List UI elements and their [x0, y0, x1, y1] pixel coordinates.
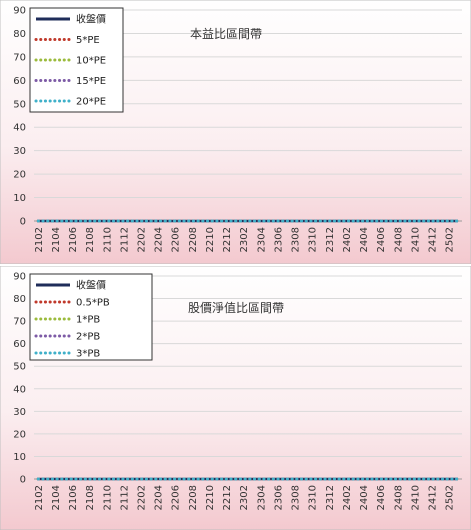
- x-tick-label: 2410: [410, 227, 421, 252]
- x-tick-label: 2106: [68, 485, 79, 510]
- x-tick-label: 2302: [239, 227, 250, 252]
- legend-label: 0.5*PB: [76, 298, 110, 309]
- x-tick-label: 2204: [154, 227, 165, 252]
- x-tick-label: 2404: [359, 227, 370, 252]
- x-tick-label: 2410: [410, 485, 421, 510]
- x-tick-label: 2412: [428, 227, 439, 252]
- x-tick-label: 2304: [256, 227, 267, 252]
- y-tick-label: 90: [13, 6, 26, 17]
- x-tick-label: 2210: [205, 227, 216, 252]
- y-tick-label: 0: [20, 475, 26, 486]
- x-tick-label: 2208: [188, 485, 199, 510]
- x-tick-label: 2308: [291, 485, 302, 510]
- x-tick-label: 2206: [171, 485, 182, 510]
- x-tick-label: 2108: [85, 485, 96, 510]
- legend-label: 5*PE: [76, 35, 100, 46]
- chart-title: 股價淨值比區間帶: [188, 300, 284, 315]
- x-tick-label: 2402: [342, 485, 353, 510]
- x-tick-label: 2210: [205, 485, 216, 510]
- y-tick-label: 20: [13, 170, 26, 181]
- x-tick-label: 2108: [85, 227, 96, 252]
- x-tick-label: 2204: [154, 485, 165, 510]
- x-tick-label: 2408: [393, 227, 404, 252]
- y-tick-label: 70: [13, 317, 26, 328]
- pe-band-chart-panel: 0 10 20 30 40 50 60 70 80 90 2102 2104 2106 2108 2110 2…: [0, 0, 471, 264]
- y-tick-label: 40: [13, 384, 26, 395]
- x-tick-label: 2310: [308, 485, 319, 510]
- legend-label: 收盤價: [76, 279, 106, 292]
- y-tick-label: 80: [13, 29, 26, 40]
- legend-label: 10*PE: [76, 56, 106, 67]
- x-tick-label: 2412: [428, 485, 439, 510]
- legend-label: 2*PB: [76, 332, 100, 343]
- y-tick-label: 50: [13, 362, 26, 373]
- x-tick-label: 2408: [393, 485, 404, 510]
- pb-band-chart-panel: 0 10 20 30 40 50 60 70 80 90 2102 2104 2106 2108 2110 2…: [0, 266, 471, 530]
- y-tick-label: 10: [13, 452, 26, 463]
- x-tick-label: 2112: [119, 227, 130, 252]
- x-tick-label: 2110: [102, 227, 113, 252]
- x-tick-label: 2202: [137, 227, 148, 252]
- y-tick-label: 60: [13, 76, 26, 87]
- chart-title: 本益比區間帶: [190, 27, 262, 41]
- x-tick-label: 2306: [273, 485, 284, 510]
- x-tick-label: 2112: [119, 485, 130, 510]
- legend-label: 收盤價: [76, 13, 106, 26]
- x-tick-label: 2306: [273, 227, 284, 252]
- x-tick-label: 2106: [68, 227, 79, 252]
- y-tick-label: 50: [13, 99, 26, 110]
- x-tick-label: 2212: [222, 485, 233, 510]
- y-tick-label: 90: [13, 272, 26, 283]
- x-tick-label: 2312: [325, 227, 336, 252]
- x-tick-label: 2302: [239, 485, 250, 510]
- legend-label: 3*PB: [76, 349, 100, 360]
- y-tick-label: 30: [13, 407, 26, 418]
- y-tick-label: 80: [13, 294, 26, 305]
- pe-band-chart: 0 10 20 30 40 50 60 70 80 90 2102 2104 2106 2108 2110 2…: [0, 0, 471, 264]
- x-tick-label: 2208: [188, 227, 199, 252]
- x-tick-label: 2110: [102, 485, 113, 510]
- x-tick-label: 2102: [34, 227, 45, 252]
- x-tick-label: 2104: [51, 485, 62, 510]
- legend-label: 1*PB: [76, 315, 100, 326]
- x-tick-label: 2308: [291, 227, 302, 252]
- x-tick-label: 2104: [51, 227, 62, 252]
- x-tick-label: 2202: [137, 485, 148, 510]
- x-tick-label: 2406: [376, 485, 387, 510]
- y-tick-label: 0: [20, 217, 26, 228]
- x-tick-label: 2406: [376, 227, 387, 252]
- y-tick-label: 20: [13, 429, 26, 440]
- y-tick-label: 40: [13, 123, 26, 134]
- x-tick-label: 2212: [222, 227, 233, 252]
- x-tick-label: 2502: [445, 227, 456, 252]
- legend-label: 20*PE: [76, 97, 106, 108]
- legend-label: 15*PE: [76, 76, 106, 87]
- y-tick-label: 10: [13, 193, 26, 204]
- x-tick-label: 2402: [342, 227, 353, 252]
- x-tick-label: 2502: [445, 485, 456, 510]
- x-tick-label: 2304: [256, 485, 267, 510]
- x-tick-label: 2206: [171, 227, 182, 252]
- y-tick-label: 30: [13, 146, 26, 157]
- legend-box: [29, 273, 153, 361]
- y-tick-label: 70: [13, 52, 26, 63]
- pb-band-chart: 0 10 20 30 40 50 60 70 80 90 2102 2104 2106 2108 2110 2…: [0, 266, 471, 530]
- y-tick-label: 60: [13, 339, 26, 350]
- x-tick-label: 2102: [34, 485, 45, 510]
- x-tick-label: 2404: [359, 485, 370, 510]
- x-tick-label: 2310: [308, 227, 319, 252]
- x-tick-label: 2312: [325, 485, 336, 510]
